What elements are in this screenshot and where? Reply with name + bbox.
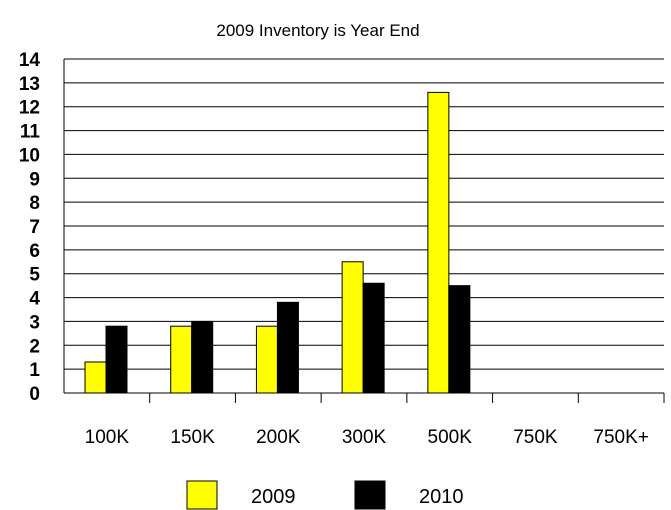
y-tick-label: 11 — [20, 122, 41, 143]
y-tick-label: 13 — [19, 74, 40, 95]
bars — [84, 91, 471, 394]
legend-swatch-2010 — [354, 480, 386, 510]
bar-2010-150K — [191, 320, 214, 394]
legend-label: 2010 — [419, 486, 464, 508]
x-axis: 100K 150K 200K 300K 500K 750K 750K+ — [64, 392, 665, 448]
x-tick-label: 300K — [342, 427, 387, 448]
bar-2010-200K — [276, 301, 299, 394]
bar-2009-200K — [255, 325, 278, 394]
y-tick-label: 7 — [29, 217, 40, 238]
x-tick-label: 150K — [170, 427, 215, 448]
legend: 2009 2010 — [186, 480, 464, 510]
y-tick-label: 14 — [19, 50, 41, 71]
y-tick-label: 0 — [29, 384, 40, 405]
x-tick-label: 200K — [256, 427, 301, 448]
bar-2010-500K — [448, 285, 471, 394]
y-tick-label: 6 — [29, 241, 40, 262]
y-tick-label: 5 — [29, 265, 40, 286]
bar-2009-300K — [341, 261, 364, 394]
x-tick-label: 100K — [85, 427, 130, 448]
x-tick-label: 500K — [428, 427, 473, 448]
y-tick-label: 8 — [29, 193, 40, 214]
y-tick-label: 9 — [29, 169, 40, 190]
x-tick-label: 750K+ — [593, 427, 648, 448]
y-tick-label: 1 — [29, 360, 40, 381]
y-tick-label: 4 — [29, 289, 40, 310]
bar-2009-500K — [427, 91, 450, 394]
bar-2010-100K — [105, 325, 128, 394]
legend-swatch-2009 — [186, 480, 218, 510]
y-tick-label: 10 — [19, 145, 40, 166]
bar-2010-300K — [362, 282, 385, 394]
bar-2009-100K — [84, 361, 107, 394]
y-tick-label: 3 — [29, 312, 40, 333]
chart-title: 2009 Inventory is Year End — [216, 21, 419, 40]
y-tick-label: 2 — [29, 336, 40, 357]
legend-label: 2009 — [251, 486, 296, 508]
y-tick-label: 12 — [19, 98, 40, 119]
bar-2009-150K — [170, 325, 193, 394]
x-tick-label: 750K — [513, 427, 558, 448]
